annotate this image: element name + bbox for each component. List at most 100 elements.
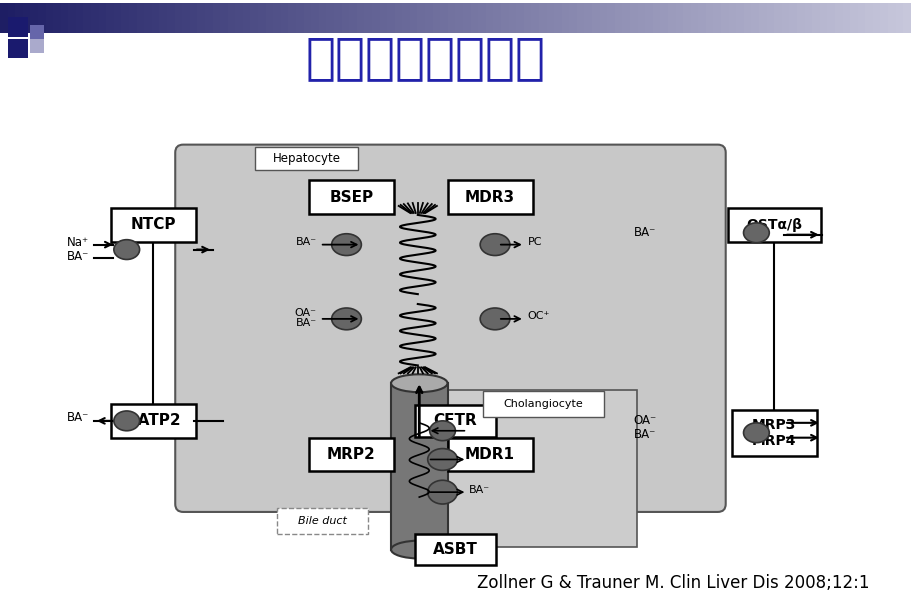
Bar <box>266 3 274 33</box>
Bar <box>296 3 304 33</box>
Bar <box>576 3 584 33</box>
Bar <box>46 3 54 33</box>
Bar <box>804 3 812 33</box>
Ellipse shape <box>480 308 509 330</box>
FancyBboxPatch shape <box>309 181 393 214</box>
Text: BA⁻: BA⁻ <box>469 485 490 495</box>
Text: OA⁻: OA⁻ <box>294 308 316 318</box>
Ellipse shape <box>427 449 457 470</box>
Bar <box>826 3 835 33</box>
Bar <box>562 3 570 33</box>
Bar <box>478 3 486 33</box>
Bar <box>258 3 267 33</box>
Bar <box>189 3 199 33</box>
Bar <box>516 3 524 33</box>
Bar <box>152 3 160 33</box>
FancyBboxPatch shape <box>447 438 532 472</box>
FancyBboxPatch shape <box>309 438 393 472</box>
Bar <box>743 3 752 33</box>
Bar <box>455 3 463 33</box>
Bar <box>98 3 108 33</box>
Bar <box>394 3 403 33</box>
Bar <box>887 3 896 33</box>
FancyBboxPatch shape <box>482 391 603 417</box>
Text: OA⁻: OA⁻ <box>633 414 656 427</box>
Text: OATP2: OATP2 <box>126 413 181 429</box>
Text: PC: PC <box>528 236 541 247</box>
Bar <box>637 3 645 33</box>
Bar <box>349 3 357 33</box>
Text: Cl⁻: Cl⁻ <box>469 424 485 433</box>
Text: OSTα/β: OSTα/β <box>745 218 801 232</box>
Bar <box>391 383 447 550</box>
Bar <box>819 3 827 33</box>
FancyBboxPatch shape <box>731 410 816 456</box>
FancyBboxPatch shape <box>111 404 196 438</box>
Bar <box>553 3 562 33</box>
Bar <box>280 3 289 33</box>
Text: Hepatocyte: Hepatocyte <box>273 152 341 165</box>
Bar <box>834 3 843 33</box>
Bar <box>539 3 547 33</box>
Bar <box>364 3 372 33</box>
Bar <box>599 3 607 33</box>
Bar <box>667 3 675 33</box>
Bar <box>129 3 138 33</box>
Ellipse shape <box>391 541 447 559</box>
Bar <box>879 3 888 33</box>
Bar <box>735 3 744 33</box>
Bar <box>357 3 365 33</box>
Bar <box>121 3 130 33</box>
Bar <box>289 3 297 33</box>
Bar <box>895 3 903 33</box>
FancyBboxPatch shape <box>447 181 532 214</box>
Bar <box>720 3 729 33</box>
Bar <box>766 3 775 33</box>
Ellipse shape <box>332 308 361 330</box>
Bar <box>198 3 206 33</box>
Bar <box>607 3 615 33</box>
Text: BA⁻: BA⁻ <box>295 318 316 328</box>
Bar <box>751 3 759 33</box>
FancyBboxPatch shape <box>277 508 368 534</box>
Bar <box>501 3 509 33</box>
Bar <box>652 3 661 33</box>
Bar <box>902 3 911 33</box>
Bar <box>675 3 684 33</box>
Text: NTCP: NTCP <box>130 217 176 232</box>
Bar <box>167 3 176 33</box>
Bar <box>849 3 857 33</box>
Bar <box>698 3 706 33</box>
FancyBboxPatch shape <box>727 208 820 242</box>
Bar <box>273 3 281 33</box>
Bar <box>7 3 17 33</box>
Text: BA⁻: BA⁻ <box>633 226 655 239</box>
Bar <box>471 3 479 33</box>
Text: BA⁻: BA⁻ <box>295 236 316 247</box>
Bar <box>644 3 653 33</box>
Bar <box>371 3 380 33</box>
Text: Bile duct: Bile duct <box>298 516 346 526</box>
Ellipse shape <box>743 423 768 443</box>
Bar <box>842 3 850 33</box>
Bar <box>485 3 494 33</box>
FancyBboxPatch shape <box>255 147 358 170</box>
Bar <box>417 3 425 33</box>
FancyBboxPatch shape <box>111 208 196 242</box>
Bar <box>705 3 714 33</box>
Text: 胆汁的形成和分泌: 胆汁的形成和分泌 <box>305 34 545 82</box>
Bar <box>857 3 866 33</box>
Bar <box>728 3 736 33</box>
Bar <box>107 3 115 33</box>
Bar <box>250 3 259 33</box>
Bar <box>175 3 183 33</box>
Bar <box>584 3 593 33</box>
Ellipse shape <box>332 234 361 255</box>
Bar <box>311 3 320 33</box>
Bar <box>243 3 251 33</box>
Bar <box>630 3 638 33</box>
Bar <box>569 3 577 33</box>
Bar <box>303 3 312 33</box>
Bar <box>872 3 880 33</box>
Bar <box>493 3 502 33</box>
